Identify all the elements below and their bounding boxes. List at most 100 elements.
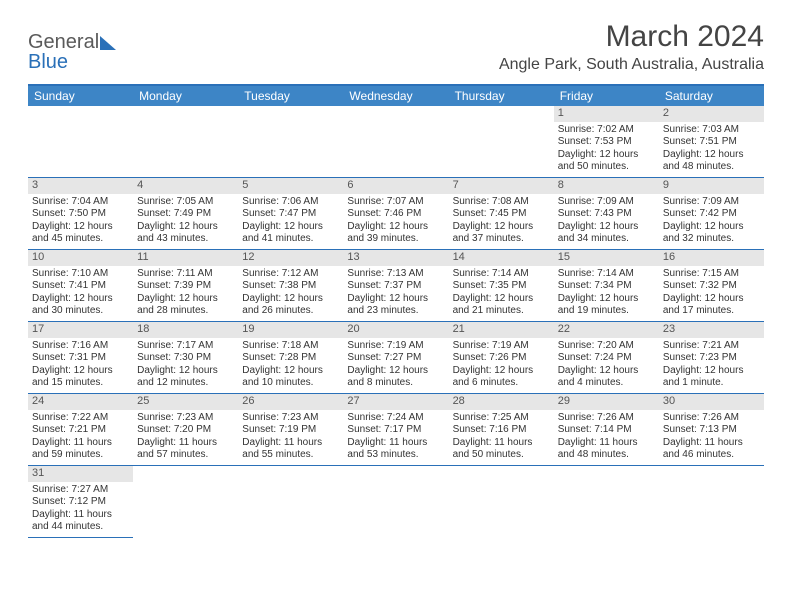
- day-number: 15: [554, 250, 659, 266]
- calendar-day: 14Sunrise: 7:14 AMSunset: 7:35 PMDayligh…: [449, 250, 554, 322]
- sunrise-line: Sunrise: 7:09 AM: [663, 196, 760, 209]
- day-number: 14: [449, 250, 554, 266]
- daylight-line-2: and 26 minutes.: [242, 305, 339, 318]
- daylight-line-1: Daylight: 12 hours: [137, 293, 234, 306]
- sunrise-line: Sunrise: 7:26 AM: [558, 412, 655, 425]
- sunrise-line: Sunrise: 7:13 AM: [347, 268, 444, 281]
- daylight-line-1: Daylight: 11 hours: [242, 437, 339, 450]
- calendar-day: 25Sunrise: 7:23 AMSunset: 7:20 PMDayligh…: [133, 394, 238, 466]
- calendar-day: 15Sunrise: 7:14 AMSunset: 7:34 PMDayligh…: [554, 250, 659, 322]
- daylight-line-2: and 48 minutes.: [558, 449, 655, 462]
- sunset-line: Sunset: 7:32 PM: [663, 280, 760, 293]
- sunset-line: Sunset: 7:43 PM: [558, 208, 655, 221]
- day-details: Sunrise: 7:25 AMSunset: 7:16 PMDaylight:…: [449, 410, 554, 465]
- daylight-line-2: and 12 minutes.: [137, 377, 234, 390]
- sunset-line: Sunset: 7:38 PM: [242, 280, 339, 293]
- daylight-line-1: Daylight: 12 hours: [137, 221, 234, 234]
- calendar-week: 17Sunrise: 7:16 AMSunset: 7:31 PMDayligh…: [28, 322, 764, 394]
- sunrise-line: Sunrise: 7:08 AM: [453, 196, 550, 209]
- sunrise-line: Sunrise: 7:20 AM: [558, 340, 655, 353]
- daylight-line-1: Daylight: 12 hours: [32, 293, 129, 306]
- calendar-empty: [659, 466, 764, 538]
- calendar-day: 26Sunrise: 7:23 AMSunset: 7:19 PMDayligh…: [238, 394, 343, 466]
- daylight-line-1: Daylight: 12 hours: [242, 293, 339, 306]
- daylight-line-2: and 50 minutes.: [453, 449, 550, 462]
- sunrise-line: Sunrise: 7:17 AM: [137, 340, 234, 353]
- day-number: 21: [449, 322, 554, 338]
- sunset-line: Sunset: 7:30 PM: [137, 352, 234, 365]
- day-details: Sunrise: 7:19 AMSunset: 7:26 PMDaylight:…: [449, 338, 554, 393]
- weekday-header: Friday: [554, 86, 659, 106]
- daylight-line-1: Daylight: 12 hours: [558, 221, 655, 234]
- calendar-day: 4Sunrise: 7:05 AMSunset: 7:49 PMDaylight…: [133, 178, 238, 250]
- calendar-week: 31Sunrise: 7:27 AMSunset: 7:12 PMDayligh…: [28, 466, 764, 538]
- calendar-day: 8Sunrise: 7:09 AMSunset: 7:43 PMDaylight…: [554, 178, 659, 250]
- day-details: Sunrise: 7:20 AMSunset: 7:24 PMDaylight:…: [554, 338, 659, 393]
- sunset-line: Sunset: 7:37 PM: [347, 280, 444, 293]
- daylight-line-1: Daylight: 11 hours: [137, 437, 234, 450]
- weekday-header: Wednesday: [343, 86, 448, 106]
- calendar-empty: [133, 466, 238, 538]
- day-number: 5: [238, 178, 343, 194]
- calendar-day: 2Sunrise: 7:03 AMSunset: 7:51 PMDaylight…: [659, 106, 764, 178]
- daylight-line-1: Daylight: 12 hours: [558, 293, 655, 306]
- calendar-day: 5Sunrise: 7:06 AMSunset: 7:47 PMDaylight…: [238, 178, 343, 250]
- day-number: 25: [133, 394, 238, 410]
- daylight-line-2: and 4 minutes.: [558, 377, 655, 390]
- day-details: Sunrise: 7:10 AMSunset: 7:41 PMDaylight:…: [28, 266, 133, 321]
- day-number: 9: [659, 178, 764, 194]
- calendar: SundayMondayTuesdayWednesdayThursdayFrid…: [28, 84, 764, 538]
- calendar-empty: [238, 106, 343, 178]
- daylight-line-2: and 44 minutes.: [32, 521, 129, 534]
- day-number: 26: [238, 394, 343, 410]
- sunset-line: Sunset: 7:31 PM: [32, 352, 129, 365]
- sunrise-line: Sunrise: 7:04 AM: [32, 196, 129, 209]
- day-details: Sunrise: 7:12 AMSunset: 7:38 PMDaylight:…: [238, 266, 343, 321]
- daylight-line-1: Daylight: 12 hours: [663, 365, 760, 378]
- calendar-day: 17Sunrise: 7:16 AMSunset: 7:31 PMDayligh…: [28, 322, 133, 394]
- day-number: 12: [238, 250, 343, 266]
- daylight-line-2: and 8 minutes.: [347, 377, 444, 390]
- daylight-line-1: Daylight: 12 hours: [242, 365, 339, 378]
- day-number: 27: [343, 394, 448, 410]
- weekday-header: Tuesday: [238, 86, 343, 106]
- calendar-empty: [449, 106, 554, 178]
- day-number: 30: [659, 394, 764, 410]
- daylight-line-2: and 53 minutes.: [347, 449, 444, 462]
- sunrise-line: Sunrise: 7:18 AM: [242, 340, 339, 353]
- sunrise-line: Sunrise: 7:23 AM: [242, 412, 339, 425]
- logo-text-blue: Blue: [28, 51, 68, 73]
- sunset-line: Sunset: 7:17 PM: [347, 424, 444, 437]
- day-details: Sunrise: 7:11 AMSunset: 7:39 PMDaylight:…: [133, 266, 238, 321]
- sunset-line: Sunset: 7:13 PM: [663, 424, 760, 437]
- daylight-line-2: and 59 minutes.: [32, 449, 129, 462]
- daylight-line-2: and 10 minutes.: [242, 377, 339, 390]
- calendar-day: 21Sunrise: 7:19 AMSunset: 7:26 PMDayligh…: [449, 322, 554, 394]
- calendar-day: 16Sunrise: 7:15 AMSunset: 7:32 PMDayligh…: [659, 250, 764, 322]
- day-number: 4: [133, 178, 238, 194]
- day-details: Sunrise: 7:16 AMSunset: 7:31 PMDaylight:…: [28, 338, 133, 393]
- sunrise-line: Sunrise: 7:12 AM: [242, 268, 339, 281]
- sail-icon: [100, 34, 118, 50]
- daylight-line-2: and 48 minutes.: [663, 161, 760, 174]
- day-details: Sunrise: 7:17 AMSunset: 7:30 PMDaylight:…: [133, 338, 238, 393]
- daylight-line-2: and 50 minutes.: [558, 161, 655, 174]
- sunrise-line: Sunrise: 7:10 AM: [32, 268, 129, 281]
- day-number: 17: [28, 322, 133, 338]
- calendar-day: 18Sunrise: 7:17 AMSunset: 7:30 PMDayligh…: [133, 322, 238, 394]
- daylight-line-1: Daylight: 12 hours: [347, 293, 444, 306]
- sunrise-line: Sunrise: 7:16 AM: [32, 340, 129, 353]
- calendar-empty: [343, 466, 448, 538]
- sunset-line: Sunset: 7:16 PM: [453, 424, 550, 437]
- sunrise-line: Sunrise: 7:25 AM: [453, 412, 550, 425]
- calendar-empty: [449, 466, 554, 538]
- logo-text-general: General: [28, 31, 99, 53]
- daylight-line-2: and 55 minutes.: [242, 449, 339, 462]
- daylight-line-1: Daylight: 12 hours: [663, 221, 760, 234]
- calendar-day: 10Sunrise: 7:10 AMSunset: 7:41 PMDayligh…: [28, 250, 133, 322]
- daylight-line-2: and 37 minutes.: [453, 233, 550, 246]
- calendar-body: 1Sunrise: 7:02 AMSunset: 7:53 PMDaylight…: [28, 106, 764, 538]
- daylight-line-2: and 43 minutes.: [137, 233, 234, 246]
- sunset-line: Sunset: 7:50 PM: [32, 208, 129, 221]
- day-details: Sunrise: 7:27 AMSunset: 7:12 PMDaylight:…: [28, 482, 133, 537]
